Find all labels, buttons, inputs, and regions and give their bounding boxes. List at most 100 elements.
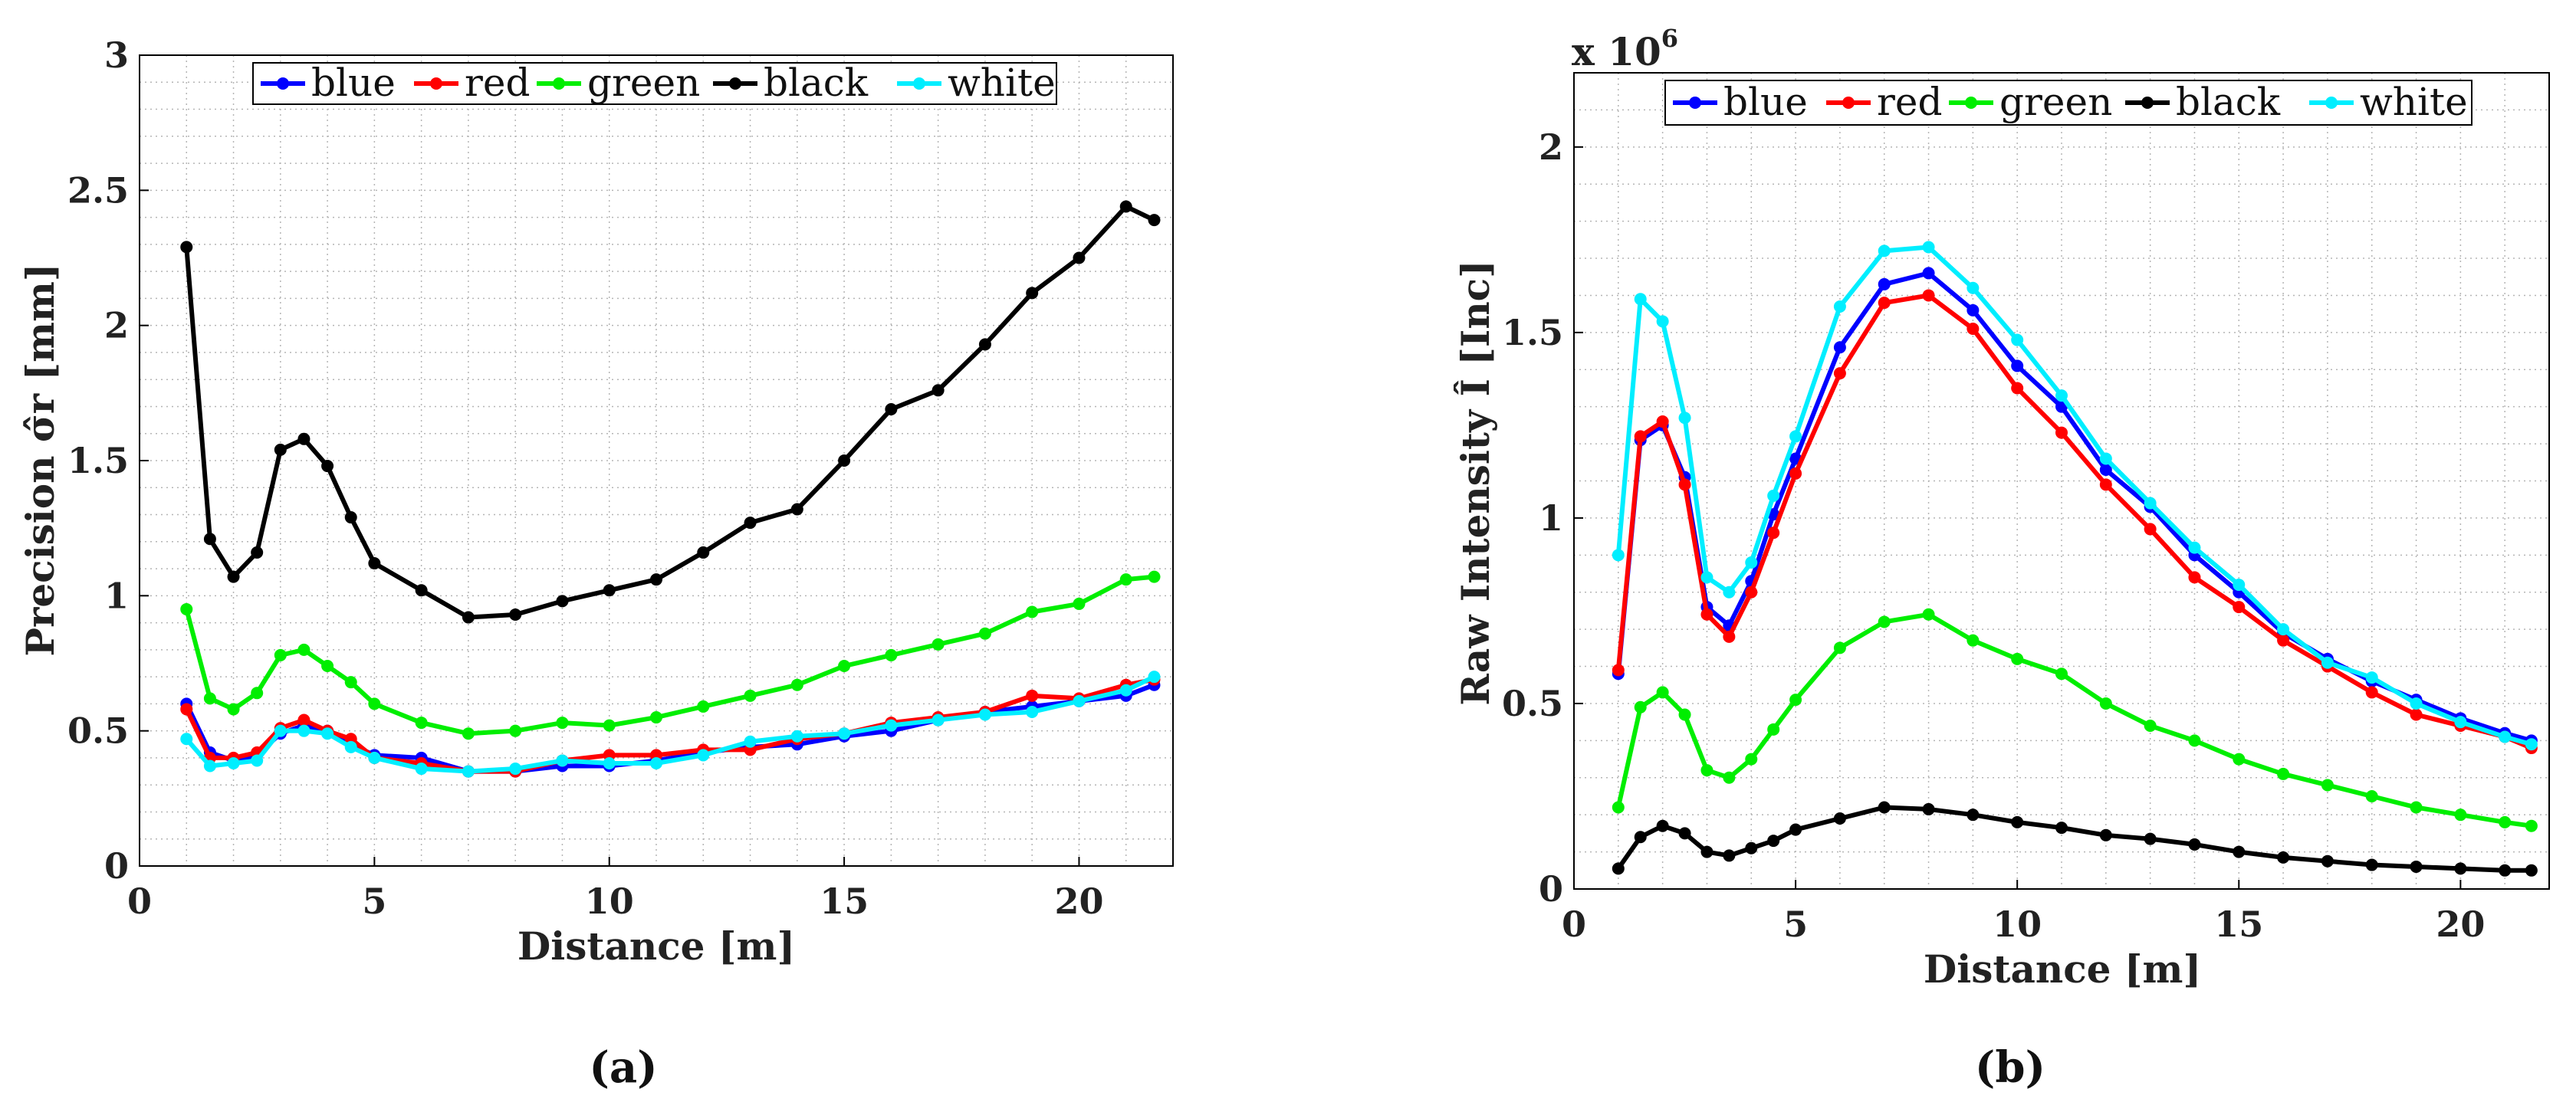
data-point-white: [251, 754, 264, 767]
data-point-green: [2099, 697, 2112, 710]
data-point-green: [697, 700, 710, 713]
data-point-red: [2188, 571, 2201, 584]
data-point-white: [344, 740, 357, 753]
data-point-black: [2099, 828, 2112, 841]
data-point-red: [1833, 367, 1846, 380]
data-point-black: [509, 608, 522, 622]
data-point-black: [744, 517, 757, 530]
data-point-red: [1634, 430, 1647, 443]
data-point-white: [1789, 430, 1802, 443]
data-point-red: [2233, 601, 2246, 614]
legend-label-green: green: [587, 61, 700, 105]
legend-label-blue: blue: [311, 61, 396, 105]
data-point-black: [2144, 832, 2157, 845]
x-tick-label: 20: [2436, 904, 2485, 945]
x-tick-label: 15: [820, 881, 869, 922]
x-axis-label-b: Distance [m]: [1924, 946, 2201, 992]
data-point-white: [1700, 571, 1714, 584]
data-point-white: [2188, 541, 2201, 554]
data-point-white: [274, 724, 287, 737]
data-point-green: [180, 602, 193, 615]
x-tick-label: 0: [127, 881, 152, 922]
data-point-white: [2525, 738, 2538, 751]
data-point-green: [790, 678, 803, 691]
data-point-black: [274, 443, 287, 456]
data-point-green: [1833, 641, 1846, 654]
ticks-a: 0 5 10 15 20 0 0.5 1 1.5 2 2.5 3: [67, 34, 1103, 922]
data-point-green: [1745, 753, 1758, 766]
legend-b: blue red green black white: [1664, 80, 2472, 126]
x-axis-label-a: Distance [m]: [518, 923, 795, 969]
data-point-black: [2454, 862, 2467, 875]
legend-marker-red: [430, 77, 442, 90]
data-point-white: [1767, 489, 1780, 502]
data-point-green: [2365, 789, 2378, 802]
data-point-black: [2321, 855, 2334, 868]
data-point-white: [297, 724, 310, 737]
data-point-blue: [1922, 267, 1935, 280]
data-point-black: [462, 611, 475, 624]
data-point-white: [744, 735, 757, 748]
y-tick-label: 1.5: [67, 440, 129, 481]
data-point-green: [227, 703, 240, 716]
caption-a: (a): [589, 1042, 657, 1093]
data-point-black: [1148, 214, 1161, 227]
data-point-green: [2410, 801, 2423, 814]
series-b: [1612, 241, 2538, 877]
legend-label-black: black: [764, 61, 869, 105]
data-point-red: [1967, 323, 1980, 336]
x-tick-label: 5: [1783, 904, 1808, 945]
caption-b: (b): [1975, 1042, 2045, 1093]
data-point-black: [838, 454, 851, 467]
data-point-green: [1148, 570, 1161, 583]
data-point-white: [2321, 656, 2334, 669]
data-point-green: [1656, 686, 1669, 699]
data-point-white: [790, 730, 803, 743]
x-tick-label: 5: [362, 881, 386, 922]
data-point-green: [509, 724, 522, 737]
data-point-black: [2525, 864, 2538, 877]
data-point-green: [1073, 597, 1086, 610]
data-point-white: [2055, 389, 2068, 402]
x-tick-label: 10: [585, 881, 634, 922]
data-point-black: [1700, 845, 1714, 858]
data-point-red: [2365, 686, 2378, 699]
chart-precision: 0 5 10 15 20 0 0.5 1 1.5 2 2.5 3 blue red green black w…: [18, 34, 1174, 1093]
y-tick-label: 0: [1539, 868, 1563, 910]
legend-marker-white: [2325, 97, 2338, 109]
data-point-green: [2525, 819, 2538, 832]
data-point-white: [556, 754, 569, 767]
legend-marker-black: [2141, 97, 2154, 109]
data-point-blue: [1967, 303, 1980, 317]
data-point-black: [2499, 864, 2512, 877]
chart-intensity: 0 5 10 15 20 0 0.5 1 1.5 2 blue red green black white…: [1453, 24, 2550, 1093]
data-point-red: [1723, 630, 1736, 643]
data-point-red: [2055, 426, 2068, 439]
y-tick-label: 0.5: [1502, 683, 1563, 724]
data-point-black: [203, 533, 216, 546]
data-point-black: [978, 338, 991, 351]
legend-marker-green: [1965, 97, 1977, 109]
data-point-green: [274, 648, 287, 661]
data-point-white: [2499, 730, 2512, 743]
data-point-black: [321, 460, 334, 473]
data-point-red: [1878, 297, 1891, 310]
data-point-black: [1678, 827, 1691, 840]
data-point-green: [978, 627, 991, 640]
data-point-green: [650, 711, 662, 724]
data-point-green: [1678, 708, 1691, 721]
data-point-green: [603, 719, 616, 732]
data-point-white: [650, 756, 662, 769]
data-point-green: [203, 692, 216, 705]
legend-label-red: red: [1877, 80, 1943, 124]
data-point-white: [2144, 497, 2157, 510]
data-point-red: [1026, 689, 1039, 702]
plot-frame-b: [1573, 72, 2550, 890]
data-point-green: [1767, 723, 1780, 736]
data-point-green: [297, 643, 310, 656]
data-point-black: [227, 570, 240, 583]
data-point-red: [2410, 708, 2423, 721]
legend-marker-white: [913, 77, 925, 90]
data-point-white: [932, 713, 945, 727]
